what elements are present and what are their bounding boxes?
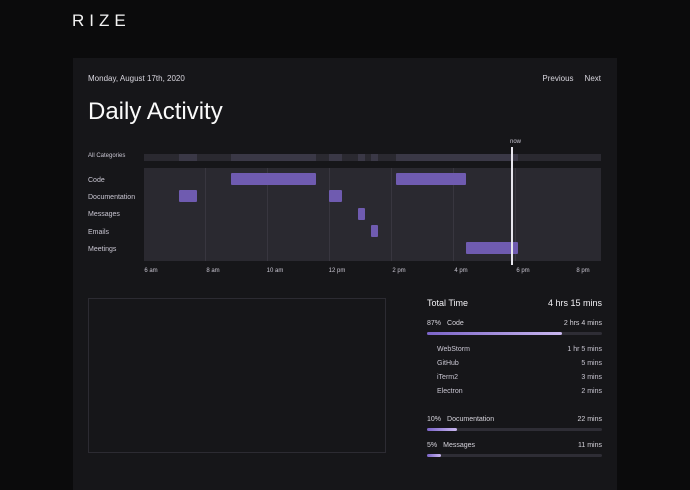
category-name: Documentation [447,416,495,423]
row-label-code: Code [88,177,105,184]
app-name: iTerm2 [437,374,459,381]
day-navigation: Previous Next [542,74,601,83]
category-progress-track [427,454,602,457]
app-row[interactable]: iTerm2 3 mins [427,374,602,381]
gridline [329,168,330,261]
category-name: Messages [443,442,476,449]
total-time-value: 4 hrs 15 mins [547,298,602,308]
rize-logo: RIZE [72,11,131,30]
category-row-code[interactable]: 87% Code 2 hrs 4 mins [427,320,602,327]
row-label-documentation: Documentation [88,194,136,201]
app-row[interactable]: Electron 2 mins [427,388,602,395]
app-row[interactable]: WebStorm 1 hr 5 mins [427,346,602,353]
time-tick: 6 pm [516,268,530,274]
session-block[interactable] [231,173,317,185]
next-button[interactable]: Next [584,74,601,83]
category-name: Code [447,320,464,327]
gridline [453,168,454,261]
app-duration: 5 mins [581,360,602,367]
activity-panel: Monday, August 17th, 2020 Previous Next … [73,58,617,490]
gridline [205,168,206,261]
time-tick: 2 pm [392,268,406,274]
gridline [267,168,268,261]
gridline [391,168,392,261]
all-categories-label: All Categories [88,153,126,159]
category-row-messages[interactable]: 5% Messages 11 mins [427,442,602,449]
all-categories-segment [179,154,198,161]
category-progress-fill [427,332,562,335]
time-tick: 8 pm [576,268,590,274]
session-block[interactable] [357,208,366,220]
category-progress-fill [427,428,457,431]
total-time-label: Total Time [427,298,469,308]
category-row-documentation[interactable]: 10% Documentation 22 mins [427,416,602,423]
previous-button[interactable]: Previous [542,74,574,83]
category-progress-fill [427,454,441,457]
all-categories-segment [396,154,467,161]
all-categories-segment [370,154,379,161]
app-duration: 1 hr 5 mins [567,346,602,353]
category-progress-track [427,332,602,335]
all-categories-segment [357,154,366,161]
session-block[interactable] [466,242,518,254]
time-tick: 10 am [266,268,284,274]
category-percent: 10% [427,416,442,423]
category-duration: 11 mins [578,442,602,449]
app-name: GitHub [437,360,459,367]
total-time-row: Total Time 4 hrs 15 mins [427,298,602,308]
app-duration: 2 mins [581,388,602,395]
row-label-messages: Messages [88,211,120,218]
session-block[interactable] [396,173,467,185]
row-label-emails: Emails [88,229,110,236]
category-duration: 2 hrs 4 mins [563,320,602,327]
gridline [515,168,516,261]
session-block[interactable] [370,225,379,237]
time-tick: 6 am [144,268,158,274]
category-duration: 22 mins [577,416,602,423]
now-label: now [510,139,522,145]
time-tick: 12 pm [328,268,346,274]
app-name: Electron [437,388,463,395]
all-categories-segment [231,154,317,161]
category-percent: 87% [427,320,442,327]
current-date: Monday, August 17th, 2020 [88,74,185,83]
now-indicator [511,147,513,265]
session-block[interactable] [329,190,343,202]
all-categories-bar[interactable] [144,154,601,161]
timeline-grid[interactable] [144,168,601,261]
page-title: Daily Activity [88,98,223,125]
time-tick: 8 am [206,268,220,274]
app-name: WebStorm [437,346,470,353]
app-duration: 3 mins [581,374,602,381]
app-row[interactable]: GitHub 5 mins [427,360,602,367]
all-categories-segment [466,154,518,161]
session-block[interactable] [179,190,198,202]
all-categories-segment [329,154,343,161]
time-summary: Total Time 4 hrs 15 mins 87% Code 2 hrs 4… [427,298,602,457]
time-tick: 4 pm [454,268,468,274]
row-label-meetings: Meetings [88,246,117,253]
empty-chart-area [88,298,386,453]
category-progress-track [427,428,602,431]
category-percent: 5% [427,442,438,449]
